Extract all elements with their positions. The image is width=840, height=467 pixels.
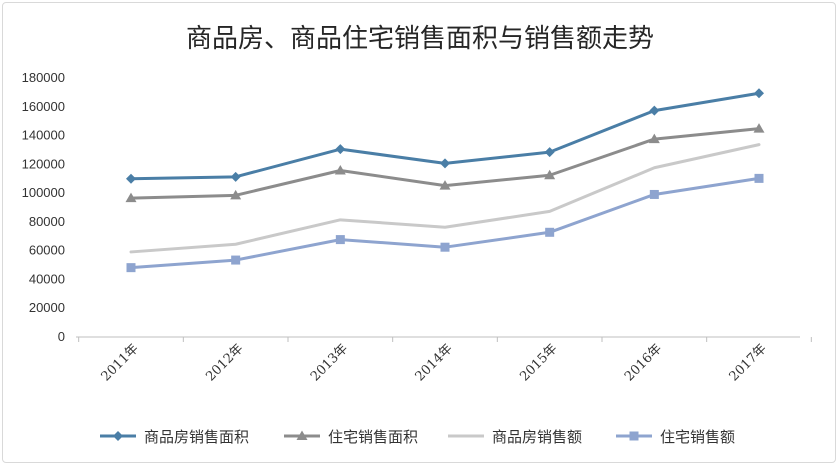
series-line (129, 176, 761, 270)
y-tick-label: 20000 (29, 300, 65, 315)
data-point (544, 169, 556, 180)
legend-label: 住宅销售额 (660, 427, 736, 446)
legend-swatch (616, 431, 652, 441)
data-point (126, 263, 136, 273)
legend-marker (113, 431, 123, 441)
data-point (649, 105, 660, 116)
data-point (439, 180, 451, 190)
data-point (125, 192, 137, 203)
x-tick-label: 2015年 (517, 341, 560, 384)
legend-item: 商品房销售面积 (98, 423, 249, 449)
data-point (440, 158, 450, 169)
legend-swatch (100, 431, 136, 441)
legend-item: 住宅销售额 (614, 423, 735, 449)
chart-title: 商品房、商品住宅销售面积与销售额走势 (185, 24, 654, 54)
data-point (231, 255, 241, 265)
x-tick-label: 2014年 (413, 341, 456, 384)
series-line (129, 143, 761, 254)
data-point (545, 227, 555, 237)
series-2 (125, 123, 765, 203)
legend-swatch (284, 430, 320, 440)
legend-marker (296, 430, 308, 440)
legend-marker (629, 431, 639, 441)
x-tick-label: 2016年 (622, 341, 665, 384)
x-tick-label: 2011年 (99, 341, 142, 384)
data-point (753, 123, 765, 133)
y-tick-label: 80000 (29, 214, 65, 229)
data-point (648, 133, 660, 144)
y-tick-label: 140000 (22, 128, 65, 143)
data-point (544, 147, 555, 158)
x-axis: 2011年 2012年 2013年 2014年 2015年 2016年 2017年 (76, 336, 812, 384)
series-4 (126, 173, 764, 273)
legend-label: 商品房销售面积 (144, 427, 250, 446)
legend-item: 商品房销售额 (446, 423, 582, 449)
series-3 (129, 143, 761, 254)
legend-label: 商品房销售额 (492, 427, 583, 446)
y-tick-label: 40000 (29, 271, 65, 286)
data-point (754, 173, 764, 183)
x-tick-label: 2013年 (308, 341, 351, 384)
legend-item: 住宅销售面积 (282, 423, 418, 449)
y-tick-label: 60000 (29, 243, 65, 258)
y-tick-label: 180000 (22, 70, 65, 85)
data-point (334, 164, 346, 175)
series-1 (126, 88, 764, 184)
y-tick-label: 100000 (22, 185, 65, 200)
data-point (335, 235, 345, 245)
data-point (440, 242, 450, 252)
y-tick-label: 120000 (22, 156, 65, 171)
x-tick-label: 2017年 (727, 341, 770, 384)
data-point (126, 173, 136, 184)
legend: 商品房销售面积 住宅销售面积 商品房销售额 住宅销售额 (0, 423, 840, 449)
data-point (230, 171, 241, 182)
data-point (230, 189, 242, 200)
y-tick-label: 0 (58, 329, 65, 344)
legend-swatch (448, 434, 484, 438)
y-axis: 0 20000 40000 60000 80000 100000 120000 140000 1… (22, 70, 65, 344)
y-tick-label: 160000 (22, 99, 65, 114)
data-point (754, 88, 764, 99)
x-tick-label: 2012年 (203, 341, 246, 384)
data-point (335, 144, 346, 155)
series-layer (125, 88, 765, 273)
legend-label: 住宅销售面积 (328, 427, 419, 446)
data-point (649, 189, 659, 199)
